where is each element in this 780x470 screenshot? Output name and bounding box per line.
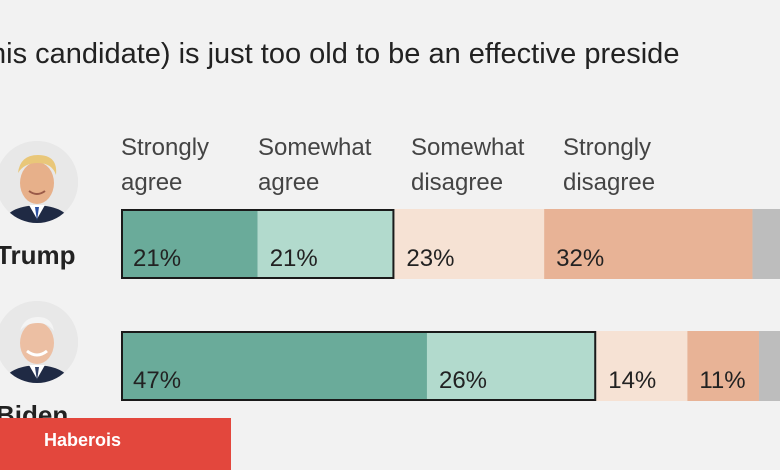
bar-trump-remainder xyxy=(752,209,780,279)
legend-somewhat-disagree: Somewhat disagree xyxy=(411,134,525,196)
bar-trump-strongly-agree xyxy=(121,209,258,279)
label-trump-strongly-disagree: 32% xyxy=(556,245,604,272)
bar-biden-somewhat-agree xyxy=(426,331,597,401)
bar-biden-strongly-agree xyxy=(121,331,427,401)
brand-label[interactable]: Haberois xyxy=(0,418,231,470)
agree-outline-biden xyxy=(121,331,597,401)
label-trump-strongly-agree: 21% xyxy=(133,245,181,272)
candidate-name-trump: Trump xyxy=(0,240,76,270)
biden-portrait-icon xyxy=(0,301,78,383)
trump-avatar xyxy=(0,141,78,223)
label-biden-strongly-agree: 47% xyxy=(133,367,181,394)
label-biden-strongly-disagree: 11% xyxy=(699,367,745,394)
bar-biden-strongly-disagree xyxy=(687,331,759,401)
chart-title: his candidate) is just too old to be an … xyxy=(0,38,680,70)
bar-trump-strongly-disagree xyxy=(544,209,753,279)
bar-trump-somewhat-agree xyxy=(257,209,395,279)
bar-trump-somewhat-disagree xyxy=(394,209,545,279)
biden-avatar xyxy=(0,301,78,383)
agree-outline-trump xyxy=(121,209,395,279)
legend-strongly-agree: Strongly agree xyxy=(121,134,210,196)
trump-portrait-icon xyxy=(0,141,78,223)
legend-strongly-disagree: Strongly disagree xyxy=(563,134,656,196)
bar-biden-somewhat-disagree xyxy=(596,331,688,401)
label-biden-somewhat-agree: 26% xyxy=(439,367,487,394)
legend-somewhat-agree: Somewhat agree xyxy=(258,134,372,196)
label-trump-somewhat-disagree: 23% xyxy=(406,245,454,272)
label-trump-somewhat-agree: 21% xyxy=(270,245,318,272)
bar-biden-remainder xyxy=(758,331,780,401)
label-biden-somewhat-disagree: 14% xyxy=(608,367,656,394)
